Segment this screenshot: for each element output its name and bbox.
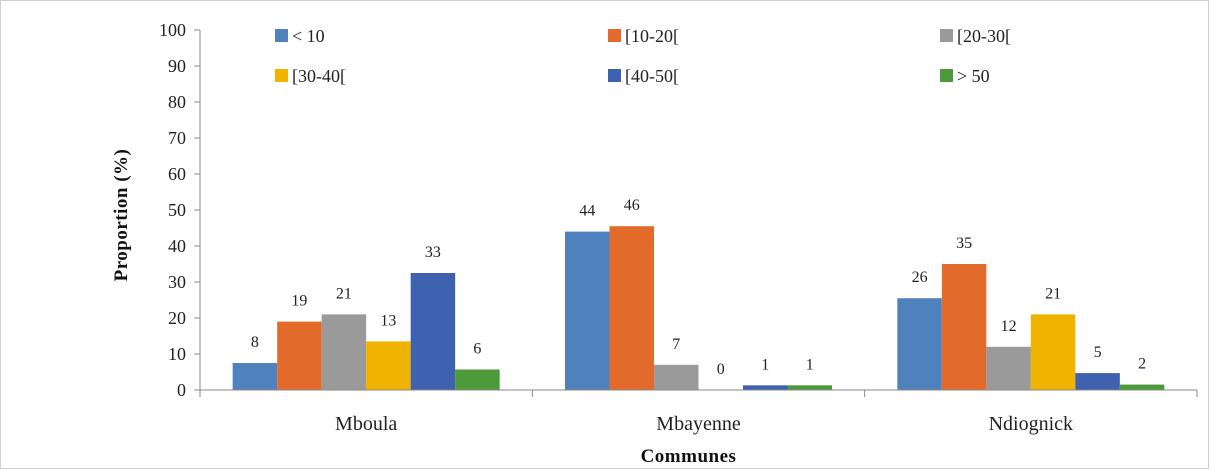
legend-label: [30-40[ <box>292 66 346 86</box>
y-axis-ticks: 0 10 20 30 40 50 60 70 80 90 100 <box>159 20 200 400</box>
legend-label: [10-20[ <box>625 26 679 46</box>
bars <box>232 226 1165 390</box>
data-label: 1 <box>761 356 769 373</box>
y-tick-label: 80 <box>168 92 186 112</box>
legend-label: > 50 <box>957 66 990 86</box>
bar <box>897 298 942 390</box>
data-label: 46 <box>624 197 640 214</box>
data-label: 13 <box>380 312 396 329</box>
bar <box>654 364 699 390</box>
legend: < 10 [10-20[ [20-30[ [30-40[ [40-50[ > 50 <box>275 26 1011 86</box>
y-tick-label: 100 <box>159 20 186 40</box>
bar <box>232 363 278 390</box>
legend-swatch <box>608 69 621 82</box>
bar <box>455 369 500 390</box>
data-label: 8 <box>251 334 259 351</box>
legend-swatch <box>608 29 621 42</box>
bar <box>410 273 456 390</box>
x-axis-title: Communes <box>641 446 737 467</box>
data-label: 7 <box>672 336 680 353</box>
category-label: Mboula <box>335 413 397 435</box>
y-tick-label: 90 <box>168 56 186 76</box>
bar <box>565 231 610 390</box>
data-labels: 8 19 21 13 33 6 44 46 7 0 1 1 26 35 12 21 5 2 <box>251 197 1146 378</box>
y-tick-label: 20 <box>168 308 186 328</box>
bar <box>277 321 322 390</box>
y-tick-label: 0 <box>177 380 186 400</box>
y-tick-label: 10 <box>168 344 186 364</box>
y-tick-label: 60 <box>168 164 186 184</box>
data-label: 33 <box>425 244 441 261</box>
axes <box>199 30 1198 397</box>
bar <box>609 226 654 390</box>
bar <box>787 385 832 390</box>
data-label: 2 <box>1138 356 1146 373</box>
bar <box>366 341 411 390</box>
data-label: 21 <box>1045 285 1061 302</box>
bar <box>743 385 788 390</box>
legend-swatch <box>275 29 288 42</box>
bar <box>1030 314 1076 390</box>
y-tick-label: 30 <box>168 272 186 292</box>
bar <box>941 264 987 390</box>
category-label: Mbayenne <box>656 413 741 435</box>
data-label: 1 <box>806 356 814 373</box>
legend-label: [20-30[ <box>957 26 1011 46</box>
bar <box>321 314 367 390</box>
bar <box>1075 373 1120 390</box>
y-tick-label: 40 <box>168 236 186 256</box>
data-label: 0 <box>717 361 725 378</box>
bar <box>986 346 1031 390</box>
legend-label: [40-50[ <box>625 66 679 86</box>
data-label: 44 <box>579 203 595 220</box>
data-label: 19 <box>291 293 307 310</box>
bar <box>1119 384 1165 390</box>
legend-swatch <box>940 69 953 82</box>
y-tick-label: 50 <box>168 200 186 220</box>
data-label: 6 <box>473 340 481 357</box>
y-axis-title: Proportion (%) <box>111 149 132 282</box>
legend-label: < 10 <box>292 26 325 46</box>
data-label: 5 <box>1094 344 1102 361</box>
legend-swatch <box>275 69 288 82</box>
category-label: Ndiognick <box>989 413 1073 435</box>
data-label: 12 <box>1001 318 1017 335</box>
y-tick-label: 70 <box>168 128 186 148</box>
data-label: 26 <box>912 269 928 286</box>
category-labels: Mboula Mbayenne Ndiognick <box>335 413 1073 435</box>
legend-swatch <box>940 29 953 42</box>
data-label: 35 <box>956 235 972 252</box>
data-label: 21 <box>336 285 352 302</box>
